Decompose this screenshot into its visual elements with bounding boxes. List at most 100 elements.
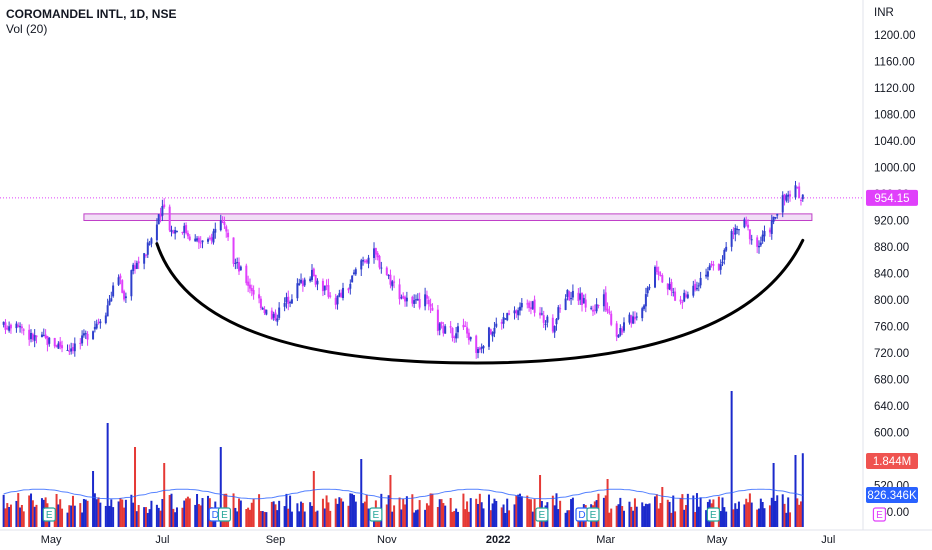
- volume-bar: [175, 507, 178, 527]
- volume-bar: [270, 501, 273, 527]
- event-marker-box: [535, 507, 549, 522]
- volume-bar: [695, 493, 698, 527]
- candle-body: [449, 326, 452, 328]
- event-marker-label: E: [221, 510, 228, 521]
- volume-bar: [668, 501, 671, 527]
- candle-body: [796, 186, 799, 188]
- event-marker-earnings[interactable]: E: [872, 507, 887, 522]
- volume-bar: [617, 504, 620, 527]
- volume-bar: [112, 507, 115, 527]
- candle-body: [367, 257, 370, 264]
- candle-body: [555, 318, 558, 325]
- candle-body: [692, 285, 695, 296]
- volume-bar: [31, 500, 34, 527]
- volume-bar: [644, 503, 647, 527]
- candle-body: [290, 299, 293, 304]
- volume-bar: [123, 507, 126, 527]
- candle-body: [712, 264, 715, 266]
- volume-bar: [303, 511, 306, 527]
- volume-bar: [732, 509, 735, 527]
- candle-body: [28, 329, 31, 340]
- candle-body: [130, 270, 133, 297]
- candle-body: [756, 237, 759, 247]
- resistance-zone[interactable]: [83, 213, 813, 221]
- candle-body: [748, 229, 751, 240]
- volume-bar: [124, 499, 127, 527]
- cup-curve[interactable]: [155, 238, 805, 365]
- candle-body: [137, 261, 140, 264]
- candle-body: [84, 333, 87, 335]
- volume-bar: [199, 505, 202, 527]
- volume-bar: [685, 505, 688, 527]
- candle-body: [425, 295, 428, 299]
- volume-bar: [772, 463, 775, 527]
- event-marker-earnings[interactable]: E: [535, 507, 549, 522]
- volume-bar: [526, 495, 529, 527]
- event-marker-earnings[interactable]: E: [706, 507, 720, 522]
- candle-body: [194, 238, 197, 242]
- volume-bar: [427, 505, 430, 527]
- candle-body: [610, 313, 613, 325]
- candle-body: [274, 312, 277, 320]
- volume-bar: [9, 504, 12, 527]
- candle-body: [513, 310, 516, 314]
- volume-bar: [387, 495, 390, 527]
- volume-bar: [737, 501, 740, 527]
- volume-indicator-label[interactable]: Vol (20): [6, 22, 48, 36]
- event-marker-earnings[interactable]: E: [369, 507, 383, 522]
- candle-body: [529, 307, 532, 310]
- candle-body: [73, 343, 76, 352]
- event-marker-box: [369, 507, 383, 522]
- candle-body: [323, 285, 326, 291]
- volume-bar: [655, 494, 658, 527]
- candle-body: [648, 287, 651, 289]
- candle-body: [143, 253, 146, 264]
- volume-bar: [464, 509, 467, 527]
- volume-bar: [298, 511, 301, 527]
- volume-bar: [66, 512, 69, 527]
- volume-bar: [95, 499, 98, 527]
- candle-body: [466, 327, 469, 334]
- time-tick-label: Mar: [596, 534, 615, 546]
- candle-body: [155, 224, 158, 241]
- volume-bar: [608, 512, 611, 527]
- event-marker-earnings[interactable]: E: [42, 507, 56, 522]
- volume-bar: [416, 509, 419, 527]
- event-marker-earnings[interactable]: E: [217, 507, 232, 522]
- candle-body: [157, 214, 160, 225]
- volume-bar: [518, 493, 521, 527]
- event-marker-dividend[interactable]: D: [575, 507, 589, 522]
- candle-body: [33, 335, 36, 341]
- candle-body: [53, 337, 56, 347]
- candle-body: [55, 345, 58, 347]
- last-price-badge: 954.15: [874, 193, 909, 205]
- volume-bar: [725, 511, 728, 527]
- volume-bar: [743, 504, 746, 527]
- volume-bar: [619, 497, 622, 527]
- candle-body: [172, 231, 175, 234]
- volume-bar: [323, 508, 326, 527]
- volume-bar: [750, 502, 753, 527]
- volume-bar: [648, 503, 651, 527]
- candle-body: [431, 307, 434, 311]
- event-marker-earnings[interactable]: E: [586, 507, 600, 522]
- time-axis[interactable]: May Jul Sep Nov 2022 Mar May Jul: [41, 534, 836, 546]
- candle-body: [564, 298, 567, 310]
- volume-bar: [774, 500, 777, 527]
- volume-bar: [248, 509, 251, 527]
- volume-bar: [19, 507, 22, 527]
- event-marker-label: E: [46, 510, 53, 521]
- candle-body: [730, 231, 733, 247]
- volume-bar: [258, 494, 261, 527]
- volume-bar: [70, 505, 73, 527]
- volume-bar: [453, 510, 456, 527]
- candle-body: [95, 323, 98, 329]
- event-marker-box: [706, 507, 720, 522]
- candle-body: [697, 285, 700, 287]
- volume-bar: [683, 509, 686, 527]
- candlesticks: [2, 180, 804, 359]
- volume-bar: [606, 479, 609, 527]
- symbol-title[interactable]: COROMANDEL INTL, 1D, NSE: [6, 7, 177, 21]
- candle-body: [686, 294, 689, 298]
